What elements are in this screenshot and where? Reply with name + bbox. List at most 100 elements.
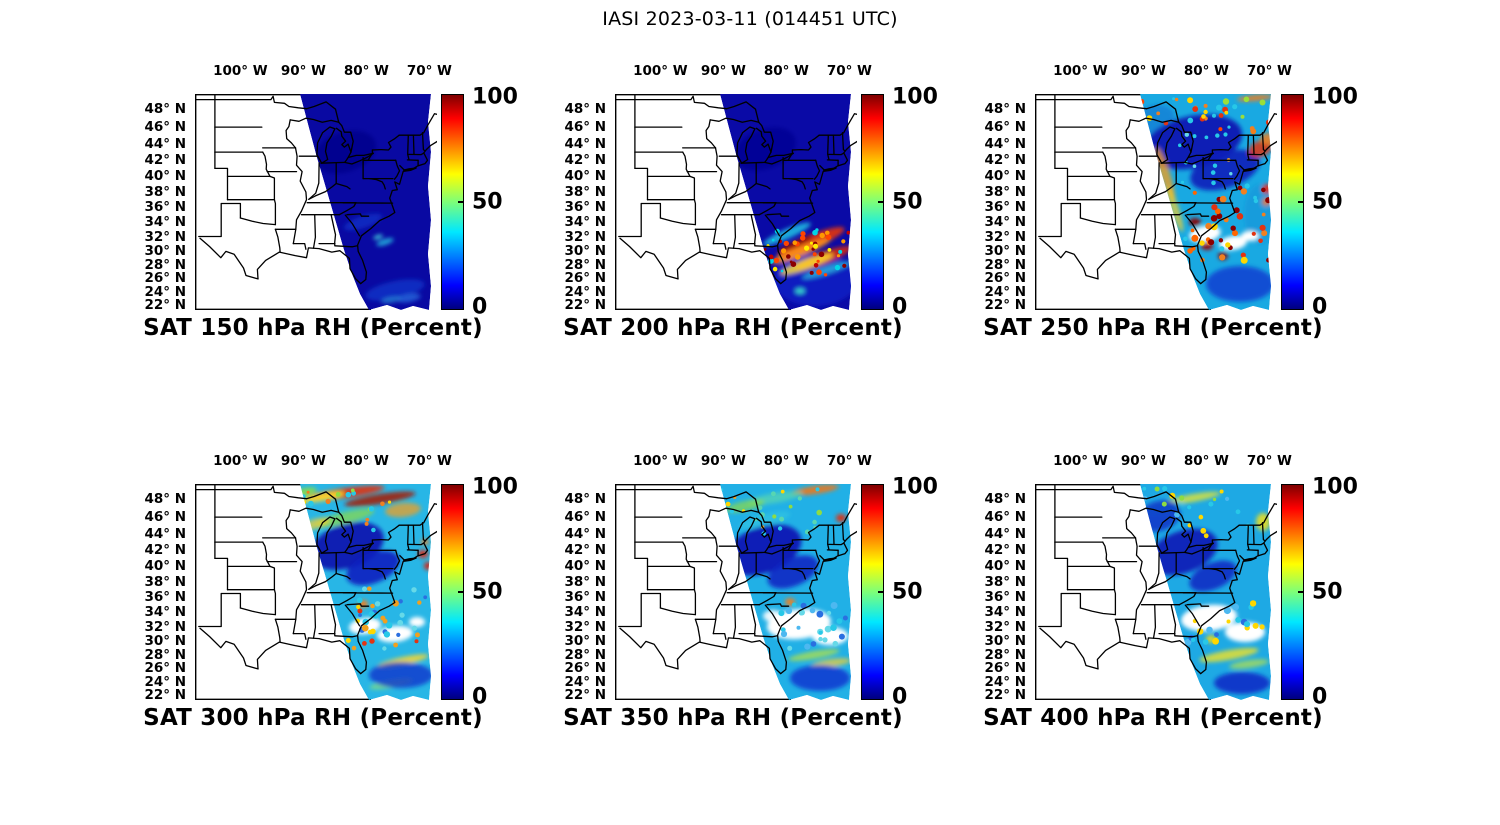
lat-tick-label: 22° N [144, 296, 186, 313]
colorbar-tick-labels: 100 50 0 [472, 55, 542, 355]
colorbar [441, 94, 464, 310]
map-svg [1035, 94, 1277, 310]
lat-tick-label: 34° N [144, 214, 186, 230]
colorbar-tick-mark [458, 201, 463, 203]
map-frame [615, 484, 791, 700]
colorbar-tick-label: 50 [1312, 579, 1343, 605]
lon-tick-label: 90° W [1120, 453, 1166, 469]
lat-tick-label: 24° N [984, 673, 1026, 690]
lat-tick-label: 36° N [984, 199, 1026, 216]
lon-tick-label: 100° W [213, 63, 268, 79]
lat-tick-label: 46° N [144, 118, 186, 135]
lat-tick-label: 40° N [144, 558, 186, 575]
lat-tick-label: 24° N [564, 673, 606, 690]
colorbar-tick-labels: 100 50 0 [892, 445, 962, 745]
lat-tick-label: 42° N [564, 152, 606, 169]
lat-tick-label: 40° N [144, 168, 186, 185]
lat-tick-label: 24° N [564, 283, 606, 300]
colorbar-tick-labels: 100 50 0 [892, 55, 962, 355]
map-plot [615, 94, 857, 310]
state-borders [1035, 484, 1277, 675]
colorbar-tick-mark [878, 591, 883, 593]
lat-tick-label: 42° N [984, 152, 1026, 169]
colorbar [441, 484, 464, 700]
lat-tick-label: 48° N [984, 100, 1026, 117]
colorbar-tick-label: 50 [892, 579, 923, 605]
colorbar [1281, 94, 1304, 310]
lat-tick-label: 26° N [144, 660, 186, 677]
lon-tick-label: 80° W [1183, 63, 1229, 79]
lat-tick-label: 30° N [564, 632, 606, 649]
colorbar [861, 94, 884, 310]
panel-title: SAT 200 hPa RH (Percent) [563, 315, 903, 341]
satellite-swath [1140, 484, 1271, 700]
latitude-axis: 48° N 46° N 44° N 42° N 40° N 38° N 36° N 34° N… [564, 94, 610, 313]
lon-tick-label: 80° W [763, 453, 809, 469]
lat-tick-label: 26° N [984, 270, 1026, 287]
latitude-axis: 48° N 46° N 44° N 42° N 40° N 38° N 36° N 34° N… [144, 94, 190, 313]
lat-tick-label: 32° N [984, 228, 1026, 245]
colorbar-tick-label: 0 [472, 684, 488, 710]
lat-tick-label: 30° N [144, 242, 186, 259]
satellite-swath [1140, 94, 1271, 310]
colorbar-tick-label: 50 [892, 189, 923, 215]
lon-tick-label: 70° W [406, 453, 452, 469]
lon-tick-label: 70° W [406, 63, 452, 79]
lat-tick-label: 30° N [144, 632, 186, 649]
lat-tick-label: 38° N [984, 574, 1026, 590]
lon-tick-label: 100° W [633, 453, 688, 469]
longitude-axis: 100° W 90° W 80° W 70° W [615, 453, 872, 471]
lat-tick-label: 36° N [984, 589, 1026, 606]
map-plot [615, 484, 857, 700]
lat-tick-label: 24° N [144, 673, 186, 690]
colorbar-tick-mark [1298, 201, 1303, 203]
colorbar-tick-label: 100 [1312, 84, 1358, 110]
lat-tick-label: 38° N [144, 184, 186, 200]
map-plot [195, 94, 437, 310]
colorbar-tick-mark [1298, 591, 1303, 593]
lat-tick-label: 28° N [984, 256, 1026, 273]
map-panel: 100° W 90° W 80° W 70° W 48° N 46° N 44° N 42°… [143, 445, 565, 780]
lat-tick-label: 46° N [564, 508, 606, 525]
map-svg [195, 484, 437, 700]
satellite-swath [720, 484, 851, 700]
panel-title: SAT 150 hPa RH (Percent) [143, 315, 483, 341]
map-frame [1035, 94, 1211, 310]
map-plot [1035, 94, 1277, 310]
lat-tick-label: 26° N [984, 660, 1026, 677]
colorbar-tick-label: 0 [1312, 294, 1328, 320]
lon-tick-label: 90° W [1120, 63, 1166, 79]
lat-tick-label: 34° N [564, 214, 606, 230]
map-panel: 100° W 90° W 80° W 70° W 48° N 46° N 44° N 42°… [983, 445, 1405, 780]
panel-title: SAT 350 hPa RH (Percent) [563, 705, 903, 731]
map-frame [195, 484, 371, 700]
lat-tick-label: 36° N [144, 199, 186, 216]
lat-tick-label: 32° N [144, 618, 186, 635]
lat-tick-label: 48° N [564, 490, 606, 507]
colorbar-tick-label: 0 [1312, 684, 1328, 710]
lat-tick-label: 36° N [564, 589, 606, 606]
lon-tick-label: 90° W [700, 453, 746, 469]
lat-tick-label: 44° N [144, 525, 186, 542]
lat-tick-label: 48° N [144, 100, 186, 117]
figure-title: IASI 2023-03-11 (014451 UTC) [602, 8, 898, 30]
colorbar-tick-label: 100 [472, 84, 518, 110]
colorbar-tick-label: 0 [472, 294, 488, 320]
map-svg [615, 94, 857, 310]
longitude-axis: 100° W 90° W 80° W 70° W [195, 63, 452, 81]
lat-tick-label: 32° N [984, 618, 1026, 635]
colorbar-tick-label: 100 [892, 474, 938, 500]
lat-tick-label: 36° N [564, 199, 606, 216]
lat-tick-label: 26° N [144, 270, 186, 287]
lon-tick-label: 80° W [1183, 453, 1229, 469]
map-frame [195, 94, 371, 310]
lat-tick-label: 34° N [984, 604, 1026, 620]
colorbar-tick-label: 100 [892, 84, 938, 110]
lat-tick-label: 44° N [984, 525, 1026, 542]
lat-tick-label: 30° N [564, 242, 606, 259]
colorbar-tick-label: 50 [472, 579, 503, 605]
lat-tick-label: 46° N [984, 508, 1026, 525]
lat-tick-label: 44° N [984, 135, 1026, 152]
lat-tick-label: 48° N [144, 490, 186, 507]
